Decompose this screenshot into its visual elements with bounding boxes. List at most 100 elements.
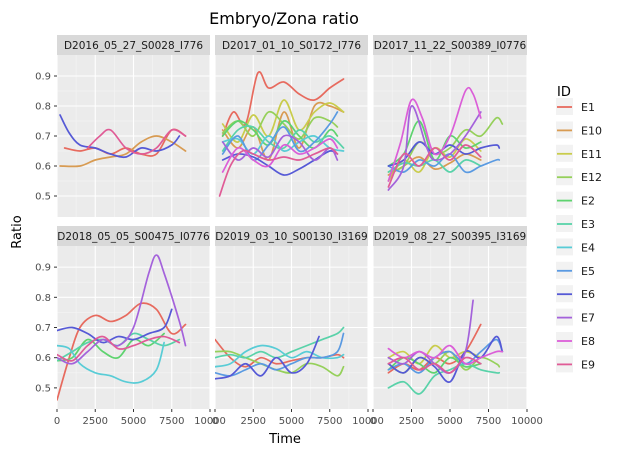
legend-title: ID bbox=[557, 85, 571, 100]
legend-label: E2 bbox=[581, 195, 595, 208]
series-line-e8 bbox=[387, 86, 482, 182]
legend-label: E4 bbox=[581, 241, 595, 254]
legend-label: E12 bbox=[581, 171, 602, 184]
series-line-e5 bbox=[215, 332, 345, 377]
y-tick-label: 0.5 bbox=[35, 383, 51, 394]
x-tick-label: 5000 bbox=[437, 416, 462, 427]
series-line-e2 bbox=[221, 120, 339, 149]
facet-strip-label: D2016_05_27_S0028_I776 bbox=[64, 40, 203, 52]
panel-d2017-01-10-s0172-i776: D2017_01_10_S0172_I776 bbox=[214, 35, 369, 217]
series-line-e3 bbox=[221, 125, 345, 152]
x-tick-label: 5000 bbox=[121, 416, 146, 427]
series-line-e6 bbox=[387, 335, 504, 383]
series-lines bbox=[387, 86, 504, 191]
facet-strip bbox=[373, 35, 527, 55]
legend-label: E11 bbox=[581, 148, 602, 161]
y-tick-label: 0.8 bbox=[35, 293, 51, 304]
y-tick-label: 0.9 bbox=[35, 72, 51, 83]
legend-item-e4: E4 bbox=[556, 238, 595, 256]
series-lines bbox=[59, 114, 187, 168]
series-line-e12 bbox=[221, 110, 339, 140]
facet-strip-label: D2019_03_10_S00130_I3169 bbox=[215, 231, 367, 243]
panel-d2019-08-27-s00395-i3169: D2019_08_27_S00395_I3169 0 2500 5000 7500 100… bbox=[370, 226, 543, 427]
series-lines bbox=[218, 71, 345, 197]
series-line-e9 bbox=[387, 144, 482, 188]
x-tick-label: 7500 bbox=[317, 416, 342, 427]
series-line-e1 bbox=[221, 71, 345, 137]
series-line-e12 bbox=[215, 350, 345, 377]
y-tick-label: 0.7 bbox=[35, 323, 51, 334]
panel-d2016-05-27-s0028-i776: D2016_05_27_S0028_I776 0.5 0.6 0.7 0.8 0.9 bbox=[35, 35, 211, 217]
legend-label: E8 bbox=[581, 335, 595, 348]
series-line-e3 bbox=[215, 326, 345, 359]
series-line-e9 bbox=[218, 147, 339, 197]
x-tick-label: 0 bbox=[54, 416, 60, 427]
y-tick-label: 0.8 bbox=[35, 102, 51, 113]
x-tick-label: 0 bbox=[370, 416, 376, 427]
legend-item-e6: E6 bbox=[556, 285, 595, 303]
series-line-e2 bbox=[57, 332, 165, 362]
y-tick-label: 0.6 bbox=[35, 162, 51, 173]
chart-title: Embryo/Zona ratio bbox=[209, 9, 359, 28]
facet-strip bbox=[57, 35, 210, 55]
x-tick-label: 7500 bbox=[159, 416, 184, 427]
x-tick-label: 0 bbox=[212, 416, 218, 427]
series-line-e7 bbox=[387, 105, 482, 191]
series-line-e10 bbox=[59, 135, 187, 168]
legend-label: E10 bbox=[581, 124, 602, 137]
series-line-e1 bbox=[57, 302, 187, 401]
series-line-e4 bbox=[57, 341, 165, 384]
facet-strip-label: D2017_11_22_S00389_I0776 bbox=[374, 40, 527, 52]
legend-label: E1 bbox=[581, 101, 595, 114]
legend-item-e7: E7 bbox=[556, 308, 595, 326]
series-lines bbox=[57, 254, 187, 401]
x-tick-label: 10000 bbox=[511, 416, 543, 427]
x-tick-label: 2500 bbox=[241, 416, 266, 427]
facet-strip-label: D2017_01_10_S0172_I776 bbox=[222, 40, 361, 52]
series-line-e11 bbox=[221, 99, 345, 143]
x-tick-label: 2500 bbox=[399, 416, 424, 427]
facet-strip-label: D2018_05_05_S00475_I0776 bbox=[57, 231, 210, 243]
y-tick-label: 0.6 bbox=[35, 353, 51, 364]
x-tick-label: 2500 bbox=[83, 416, 108, 427]
legend-item-e9: E9 bbox=[556, 355, 595, 373]
panel-d2019-03-10-s00130-i3169: D2019_03_10_S00130_I3169 0 2500 5000 7500 100… bbox=[212, 226, 384, 427]
legend-label: E3 bbox=[581, 218, 595, 231]
legend-item-e3: E3 bbox=[556, 215, 595, 232]
series-line-e3 bbox=[387, 362, 501, 395]
y-axis-label: Ratio bbox=[10, 215, 25, 248]
legend-item-e8: E8 bbox=[556, 332, 595, 349]
grid bbox=[372, 55, 528, 217]
x-tick-label: 10000 bbox=[352, 416, 384, 427]
series-line-e5 bbox=[221, 111, 339, 161]
facet-strip bbox=[215, 226, 368, 246]
panel-d2018-05-05-s00475-i0776: D2018_05_05_S00475_I0776 0.5 0.6 0.7 0.8 0.9 0… bbox=[35, 226, 226, 427]
series-line-e12 bbox=[387, 116, 504, 173]
legend-label: E7 bbox=[581, 312, 595, 325]
facet-strip bbox=[215, 35, 368, 55]
series-line-e6 bbox=[57, 308, 173, 344]
legend-item-e11: E11 bbox=[556, 144, 602, 162]
series-line-e8 bbox=[387, 344, 504, 365]
series-line-e7 bbox=[221, 134, 339, 161]
facet-strip-label: D2019_08_27_S00395_I3169 bbox=[374, 231, 526, 243]
legend-item-e10: E10 bbox=[556, 121, 602, 139]
series-line-e9 bbox=[57, 335, 181, 362]
legend-label: E6 bbox=[581, 288, 595, 301]
series-line-e6 bbox=[215, 335, 320, 380]
legend-item-e1: E1 bbox=[556, 98, 595, 115]
series-line-e6 bbox=[221, 149, 339, 176]
series-line-e6 bbox=[59, 114, 181, 159]
legend-item-e12: E12 bbox=[556, 168, 602, 186]
series-line-e9 bbox=[86, 128, 187, 155]
legend-label: E5 bbox=[581, 265, 595, 278]
series-line-e9 bbox=[387, 356, 482, 374]
series-line-e7 bbox=[57, 254, 187, 365]
x-tick-label: 10000 bbox=[194, 416, 226, 427]
series-lines bbox=[215, 326, 345, 380]
legend: ID E1 E10 E11 E12 E2 E3 E4 E5 E6 E7 E8 E9 bbox=[556, 85, 602, 373]
y-tick-label: 0.9 bbox=[35, 263, 51, 274]
legend-label: E9 bbox=[581, 358, 595, 371]
